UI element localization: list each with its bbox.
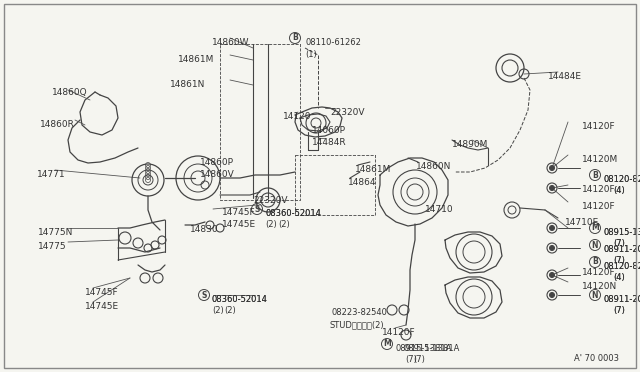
Circle shape — [550, 292, 554, 298]
Text: (1): (1) — [305, 50, 317, 59]
Text: STUDスタッド(2): STUDスタッド(2) — [330, 320, 385, 329]
Text: 08120-8201E: 08120-8201E — [603, 175, 640, 184]
Text: (2): (2) — [278, 220, 290, 229]
Text: M: M — [383, 340, 391, 349]
Text: 08915-1381A: 08915-1381A — [395, 344, 451, 353]
Text: 22320V: 22320V — [330, 108, 365, 117]
Text: 14860W: 14860W — [212, 38, 250, 47]
Text: 08110-61262: 08110-61262 — [305, 38, 361, 47]
Text: B: B — [292, 33, 298, 42]
Text: 14120N: 14120N — [582, 282, 617, 291]
Text: 08915-1381A: 08915-1381A — [403, 344, 460, 353]
Text: 08360-52014: 08360-52014 — [212, 295, 268, 304]
Text: N: N — [592, 241, 598, 250]
Circle shape — [550, 166, 554, 170]
Text: 14775N: 14775N — [38, 228, 74, 237]
Text: 14120: 14120 — [283, 112, 312, 121]
Text: 14120M: 14120M — [582, 155, 618, 164]
Text: 14745F: 14745F — [222, 208, 255, 217]
Text: (4): (4) — [613, 186, 625, 195]
Text: 08120-8201E: 08120-8201E — [603, 262, 640, 271]
Text: (2): (2) — [224, 306, 236, 315]
Text: (7): (7) — [613, 256, 625, 265]
Text: B: B — [592, 257, 598, 266]
Circle shape — [550, 273, 554, 278]
Text: (4): (4) — [613, 273, 625, 282]
Text: 08120-8201E: 08120-8201E — [603, 262, 640, 271]
Text: 14860R: 14860R — [40, 120, 75, 129]
Text: M: M — [591, 224, 599, 232]
Text: 08223-82540: 08223-82540 — [332, 308, 388, 317]
Text: (7): (7) — [613, 306, 625, 315]
Text: (7): (7) — [613, 256, 625, 265]
Text: (7): (7) — [405, 355, 417, 364]
Text: 08911-20810: 08911-20810 — [603, 245, 640, 254]
Text: 14120F: 14120F — [582, 202, 616, 211]
Text: (4): (4) — [613, 186, 625, 195]
Text: S: S — [254, 205, 260, 214]
Text: 14861N: 14861N — [170, 80, 205, 89]
Text: (7): (7) — [413, 355, 425, 364]
Text: (7): (7) — [613, 306, 625, 315]
Text: 14120F: 14120F — [582, 268, 616, 277]
Text: 14860Q: 14860Q — [52, 88, 88, 97]
Text: 14710: 14710 — [425, 205, 454, 214]
Text: S: S — [202, 291, 207, 299]
Text: A' 70 0003: A' 70 0003 — [574, 354, 619, 363]
Text: (2): (2) — [212, 306, 224, 315]
Text: 08360-52014: 08360-52014 — [265, 209, 321, 218]
Text: 08120-8201E: 08120-8201E — [603, 175, 640, 184]
Text: 14120F: 14120F — [582, 122, 616, 131]
Text: (7): (7) — [613, 239, 625, 248]
Text: 14864: 14864 — [348, 178, 376, 187]
Text: (4): (4) — [613, 273, 625, 282]
Text: 08915-1381A: 08915-1381A — [603, 228, 640, 237]
Text: 14861M: 14861M — [178, 55, 214, 64]
Text: 14120F: 14120F — [382, 328, 415, 337]
Text: (2): (2) — [265, 220, 276, 229]
Text: 14860V: 14860V — [200, 170, 235, 179]
Text: 08360-52014: 08360-52014 — [212, 295, 268, 304]
Text: 14860P: 14860P — [200, 158, 234, 167]
Text: 14775: 14775 — [38, 242, 67, 251]
Text: 14120F: 14120F — [582, 185, 616, 194]
Text: 08915-1381A: 08915-1381A — [603, 228, 640, 237]
Text: 14745E: 14745E — [222, 220, 256, 229]
Text: 14830: 14830 — [190, 225, 219, 234]
Text: 08911-20810: 08911-20810 — [603, 295, 640, 304]
Text: 14860N: 14860N — [416, 162, 451, 171]
Circle shape — [550, 246, 554, 250]
Text: 08360-52014: 08360-52014 — [265, 209, 321, 218]
Text: N: N — [592, 291, 598, 299]
Text: 22320V: 22320V — [253, 196, 287, 205]
Text: 14890M: 14890M — [452, 140, 488, 149]
Text: B: B — [592, 170, 598, 180]
Text: (7): (7) — [613, 239, 625, 248]
Text: 14484R: 14484R — [312, 138, 347, 147]
Text: 14745F: 14745F — [85, 288, 118, 297]
Circle shape — [550, 225, 554, 231]
Text: 14484E: 14484E — [548, 72, 582, 81]
Text: 14745E: 14745E — [85, 302, 119, 311]
Text: 08911-20810: 08911-20810 — [603, 245, 640, 254]
Text: 14060P: 14060P — [312, 126, 346, 135]
Text: 14710E: 14710E — [565, 218, 599, 227]
Text: 14771: 14771 — [37, 170, 66, 179]
Text: 14861M: 14861M — [355, 165, 392, 174]
Circle shape — [550, 186, 554, 190]
Text: 08911-20810: 08911-20810 — [603, 295, 640, 304]
